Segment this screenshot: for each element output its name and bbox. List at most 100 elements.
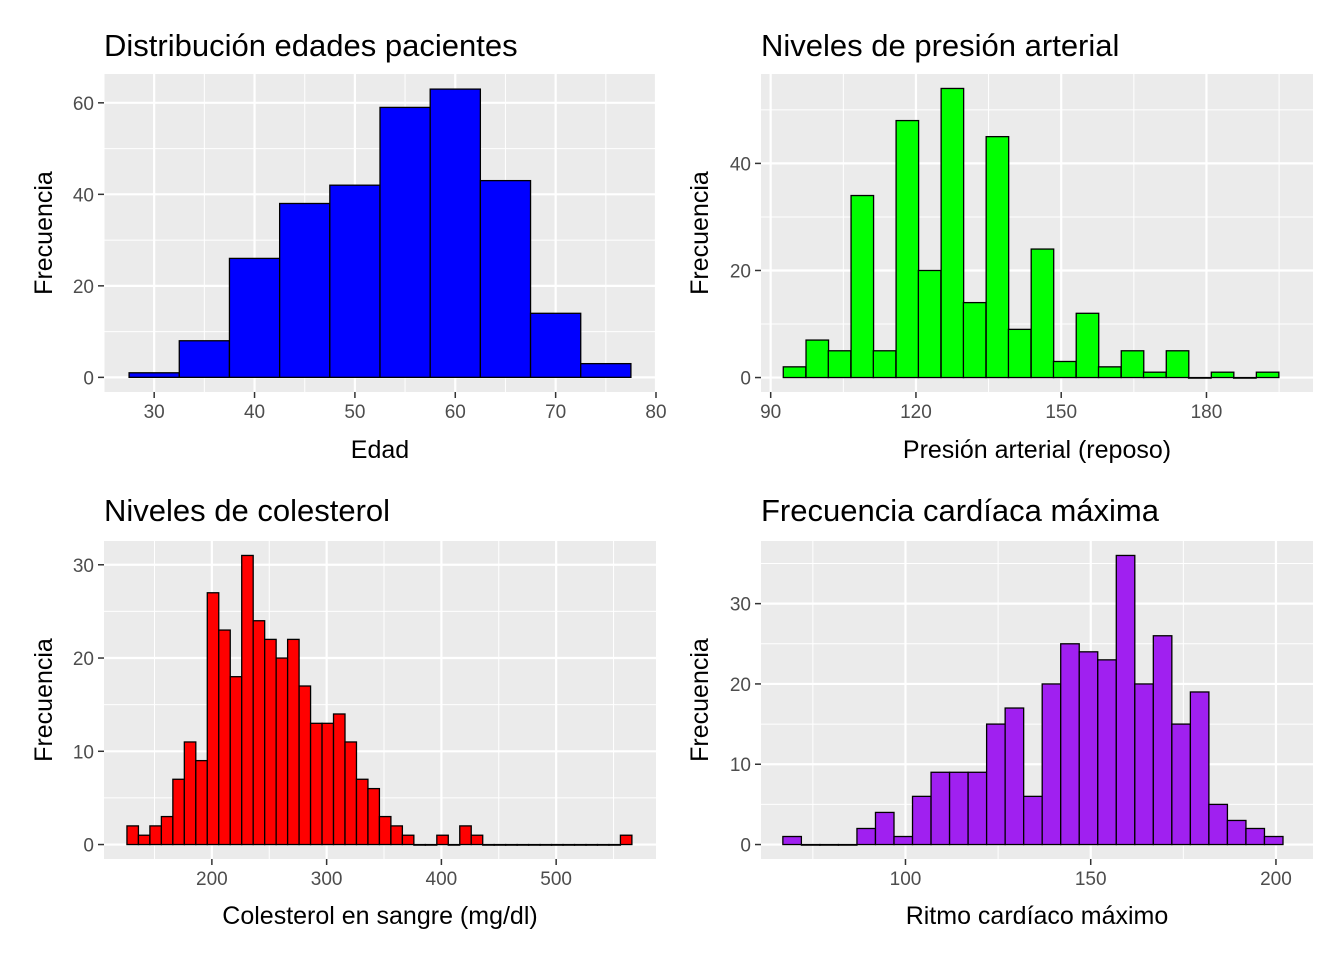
histogram-bar	[1120, 350, 1145, 379]
x-tick-label: 60	[445, 402, 466, 423]
chart-panel-1: 30 40 50 60 70 80 0 20 40 60 Distribución edades p…	[30, 28, 667, 464]
histogram-bar	[1060, 643, 1080, 846]
histogram-bar	[355, 778, 369, 846]
histogram-bar	[321, 722, 335, 846]
x-tick-label: 180	[1191, 402, 1223, 423]
y-tick-label: 20	[73, 277, 94, 298]
histogram-bar	[619, 834, 633, 846]
histogram-bar	[278, 202, 331, 379]
x-tick-label: 40	[244, 402, 265, 423]
histogram-bar	[252, 620, 266, 846]
x-tick-label: 500	[540, 869, 572, 890]
histogram-bar	[782, 366, 807, 379]
x-tick-label: 100	[890, 869, 922, 890]
histogram-bar	[948, 771, 969, 846]
histogram-bar	[529, 312, 582, 379]
histogram-bar	[379, 106, 431, 379]
histogram-bar	[413, 843, 426, 846]
histogram-bar	[1041, 683, 1062, 846]
histogram-bar	[819, 843, 840, 846]
x-tick-label: 150	[1075, 869, 1107, 890]
histogram-bar	[550, 843, 564, 846]
x-axis-label: Edad	[351, 436, 409, 464]
histogram-bar	[527, 843, 541, 846]
histogram-bar	[608, 843, 622, 846]
y-tick-label: 0	[83, 368, 94, 389]
histogram-bar	[856, 827, 877, 846]
histogram-bar	[424, 843, 438, 846]
y-axis-label: Frecuencia	[686, 171, 714, 295]
histogram-bar	[218, 629, 231, 846]
histogram-bar	[805, 339, 830, 379]
histogram-bar	[128, 372, 180, 379]
histogram-bar	[1097, 659, 1117, 846]
histogram-bar	[344, 741, 358, 846]
histogram-bar	[874, 811, 895, 846]
histogram-bar	[298, 685, 312, 846]
histogram-bar	[1152, 635, 1173, 846]
histogram-bar	[911, 795, 932, 846]
y-tick-label: 0	[83, 836, 94, 857]
histogram-bars	[126, 554, 633, 846]
histogram-bar	[1171, 723, 1192, 846]
x-axis-label: Presión arterial (reposo)	[903, 436, 1171, 464]
histogram-bar	[1226, 819, 1247, 846]
chart-title: Niveles de presión arterial	[761, 28, 1119, 63]
y-tick-label: 30	[730, 595, 751, 616]
histogram-bar	[378, 815, 392, 846]
histogram-bar	[596, 843, 610, 846]
y-tick-label: 0	[740, 369, 751, 390]
histogram-bar	[206, 592, 220, 846]
histogram-bar	[837, 843, 858, 846]
y-tick-label: 0	[740, 836, 751, 857]
x-tick-label: 80	[645, 402, 666, 423]
histogram-bar	[329, 184, 381, 379]
histogram-bar	[1245, 827, 1266, 846]
y-tick-label: 10	[73, 742, 94, 763]
histogram-bar	[782, 835, 803, 846]
histogram-bar	[479, 179, 532, 379]
histogram-bar	[827, 350, 852, 379]
histogram-bar	[985, 135, 1010, 379]
histogram-bar	[917, 269, 942, 379]
histogram-bar	[800, 843, 821, 846]
histogram-bar	[309, 722, 323, 846]
histogram-bar	[585, 843, 599, 846]
histogram-bar	[275, 657, 289, 846]
x-tick-label: 200	[196, 869, 228, 890]
x-tick-label: 300	[311, 869, 343, 890]
histogram-bar	[367, 787, 381, 846]
histogram-bar	[429, 88, 482, 379]
histogram-bar	[264, 638, 277, 846]
histogram-bar	[895, 119, 920, 379]
chart-panel-2: 90 120 150 180 0 20 40 Niveles de presión arter…	[686, 28, 1313, 464]
histogram-bar	[178, 340, 231, 379]
histogram-bar	[1004, 707, 1025, 846]
y-axis-label: Frecuencia	[30, 171, 58, 295]
histogram-bar	[195, 759, 208, 846]
histogram-bar	[940, 87, 965, 379]
histogram-bar	[516, 843, 530, 846]
histogram-bars	[782, 87, 1280, 379]
histogram-bars	[782, 554, 1284, 846]
y-tick-label: 10	[730, 755, 751, 776]
histogram-bar	[872, 350, 897, 379]
histogram-bar	[1232, 376, 1257, 379]
histogram-bar	[1189, 691, 1210, 846]
y-axis-label: Frecuencia	[686, 638, 714, 762]
y-tick-label: 20	[730, 261, 751, 282]
x-tick-label: 400	[426, 869, 458, 890]
histogram-bar	[1165, 350, 1190, 379]
histogram-bar	[459, 825, 472, 846]
histogram-bar	[160, 815, 174, 846]
histogram-bar	[470, 834, 484, 846]
histogram-bar	[1023, 795, 1043, 846]
histogram-bar	[985, 723, 1006, 846]
histogram-bar	[390, 825, 404, 846]
histogram-bar	[493, 843, 507, 846]
y-tick-label: 20	[73, 649, 94, 670]
histogram-bar	[1007, 328, 1032, 379]
histogram-bar	[447, 843, 461, 846]
